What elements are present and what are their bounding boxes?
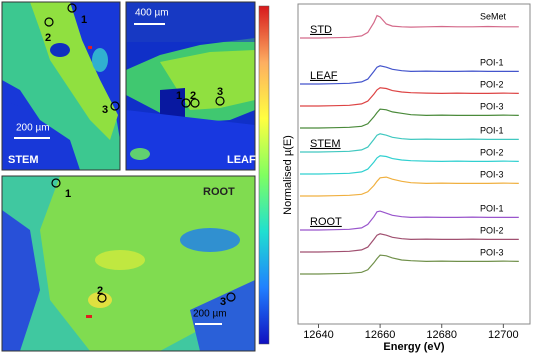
x-tick-label: 12680: [426, 329, 457, 341]
group-label: STEM: [310, 138, 341, 150]
series-label: POI-3: [480, 247, 504, 257]
map-label: STEM: [8, 154, 39, 166]
spectrum: [300, 14, 519, 39]
spectrum: [300, 210, 519, 231]
poi-label: 2: [190, 90, 196, 102]
spectrum: [300, 155, 519, 175]
poi-label: 1: [65, 188, 71, 200]
series-label: POI-1: [480, 57, 504, 67]
spectrum: [300, 87, 519, 107]
scale-bar-label: 200 µm: [16, 123, 50, 134]
root-map: [2, 176, 255, 351]
x-tick-label: 12660: [365, 329, 396, 341]
poi-label: 2: [97, 285, 103, 297]
series-label: POI-3: [480, 101, 504, 111]
stem-map: [2, 2, 120, 170]
plot-frame: [297, 3, 531, 325]
spectrum: [300, 108, 519, 129]
map-label: LEAF: [227, 154, 256, 166]
poi-label: 3: [217, 86, 223, 98]
spectrum: [300, 254, 519, 275]
group-label: LEAF: [310, 70, 338, 82]
leaf-map: [126, 2, 255, 170]
x-tick-label: 12640: [303, 329, 334, 341]
poi-label: 1: [81, 14, 87, 26]
series-label: POI-2: [480, 79, 504, 89]
series-label: POI-1: [480, 125, 504, 135]
colorbar-label: Normalised µ(E): [282, 135, 294, 215]
group-label: STD: [310, 24, 332, 36]
series-label: SeMet: [480, 11, 507, 21]
poi-label: 3: [220, 296, 226, 308]
spectrum: [300, 133, 519, 153]
poi-label: 1: [176, 90, 182, 102]
group-label: ROOT: [310, 216, 342, 228]
series-label: POI-2: [480, 147, 504, 157]
series-label: POI-2: [480, 225, 504, 235]
spectrum: [300, 65, 519, 85]
colorbar: [258, 5, 270, 345]
scale-bar-label: 400 µm: [135, 8, 169, 19]
map-label: ROOT: [203, 186, 235, 198]
x-axis-title: Energy (eV): [383, 341, 444, 353]
poi-label: 2: [45, 32, 51, 44]
series-label: POI-3: [480, 169, 504, 179]
poi-label: 3: [102, 104, 108, 116]
scale-bar-label: 200 µm: [193, 309, 227, 320]
spectrum: [300, 233, 519, 253]
x-tick-label: 12700: [488, 329, 519, 341]
spectrum: [300, 176, 519, 197]
series-label: POI-1: [480, 203, 504, 213]
